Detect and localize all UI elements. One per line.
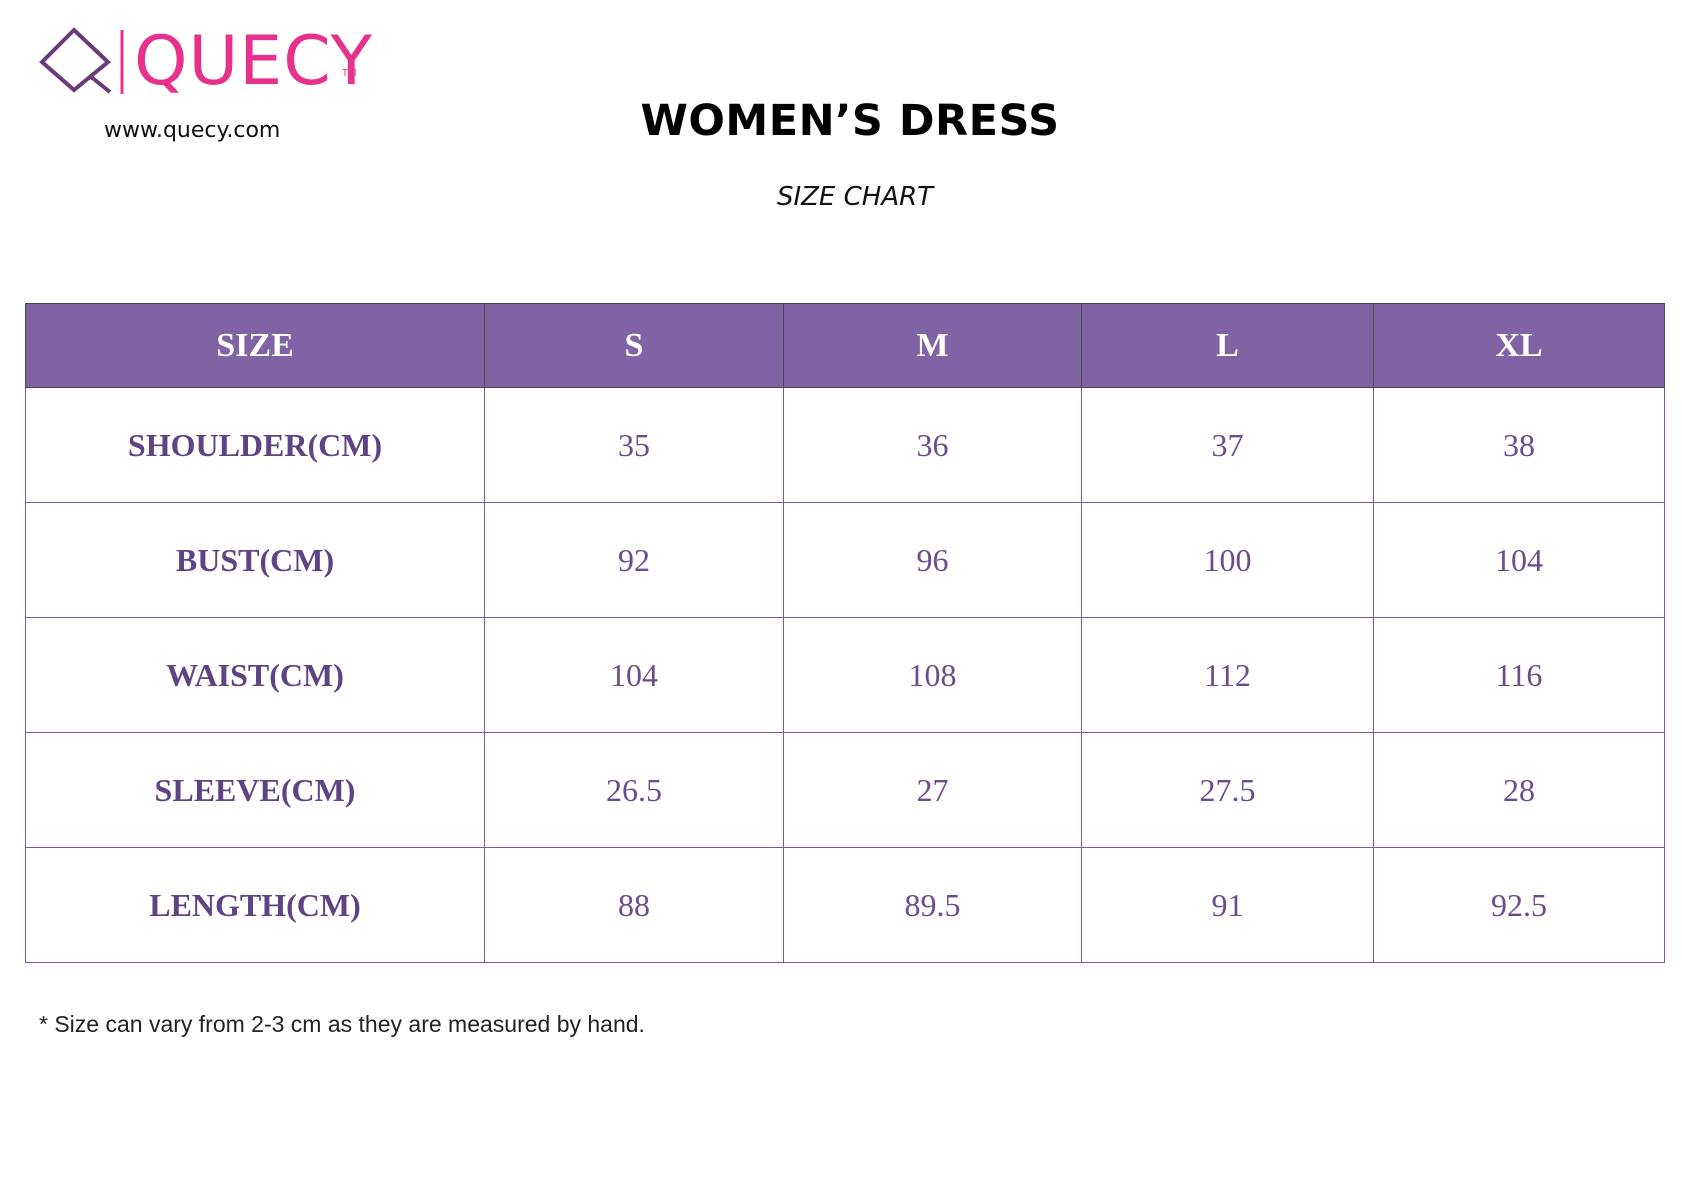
cell-value: 37 <box>1081 387 1374 503</box>
table-row-length: LENGTH(CM) 88 89.5 91 92.5 <box>25 847 1665 963</box>
document-title: WOMEN’S DRESS <box>640 96 1060 146</box>
cell-value: 104 <box>484 617 784 733</box>
cell-value: 92 <box>484 502 784 618</box>
cell-value: 28 <box>1373 732 1665 848</box>
cell-value: 92.5 <box>1373 847 1665 963</box>
cell-value: 27.5 <box>1081 732 1374 848</box>
table-row-shoulder: SHOULDER(CM) 35 36 37 38 <box>25 387 1665 503</box>
cell-value: 89.5 <box>783 847 1082 963</box>
table-header-row: SIZE S M L XL <box>25 303 1665 388</box>
cell-value: 91 <box>1081 847 1374 963</box>
column-header-s: S <box>484 303 784 388</box>
cell-value: 116 <box>1373 617 1665 733</box>
row-label: WAIST(CM) <box>25 617 485 733</box>
quecy-diamond-q-icon <box>39 27 124 94</box>
row-label: SLEEVE(CM) <box>25 732 485 848</box>
cell-value: 108 <box>783 617 1082 733</box>
table-row-waist: WAIST(CM) 104 108 112 116 <box>25 617 1665 733</box>
cell-value: 88 <box>484 847 784 963</box>
brand-logo: QUECY TM <box>38 26 372 98</box>
trademark-symbol: TM <box>342 68 357 79</box>
row-label: SHOULDER(CM) <box>25 387 485 503</box>
cell-value: 112 <box>1081 617 1374 733</box>
column-header-m: M <box>783 303 1082 388</box>
website-url: www.quecy.com <box>104 118 281 143</box>
cell-value: 35 <box>484 387 784 503</box>
cell-value: 104 <box>1373 502 1665 618</box>
row-label: BUST(CM) <box>25 502 485 618</box>
column-header-l: L <box>1081 303 1374 388</box>
row-label: LENGTH(CM) <box>25 847 485 963</box>
column-header-size: SIZE <box>25 303 485 388</box>
cell-value: 96 <box>783 502 1082 618</box>
measurement-note: * Size can vary from 2-3 cm as they are … <box>39 1011 645 1037</box>
table-row-sleeve: SLEEVE(CM) 26.5 27 27.5 28 <box>25 732 1665 848</box>
cell-value: 36 <box>783 387 1082 503</box>
document-subtitle: SIZE CHART <box>776 182 934 212</box>
size-chart-table: SIZE S M L XL SHOULDER(CM) 35 36 37 38 B… <box>25 303 1665 963</box>
table-row-bust: BUST(CM) 92 96 100 104 <box>25 502 1665 618</box>
cell-value: 100 <box>1081 502 1374 618</box>
brand-logo-wordmark: QUECY <box>134 22 374 101</box>
cell-value: 38 <box>1373 387 1665 503</box>
column-header-xl: XL <box>1373 303 1665 388</box>
cell-value: 27 <box>783 732 1082 848</box>
cell-value: 26.5 <box>484 732 784 848</box>
